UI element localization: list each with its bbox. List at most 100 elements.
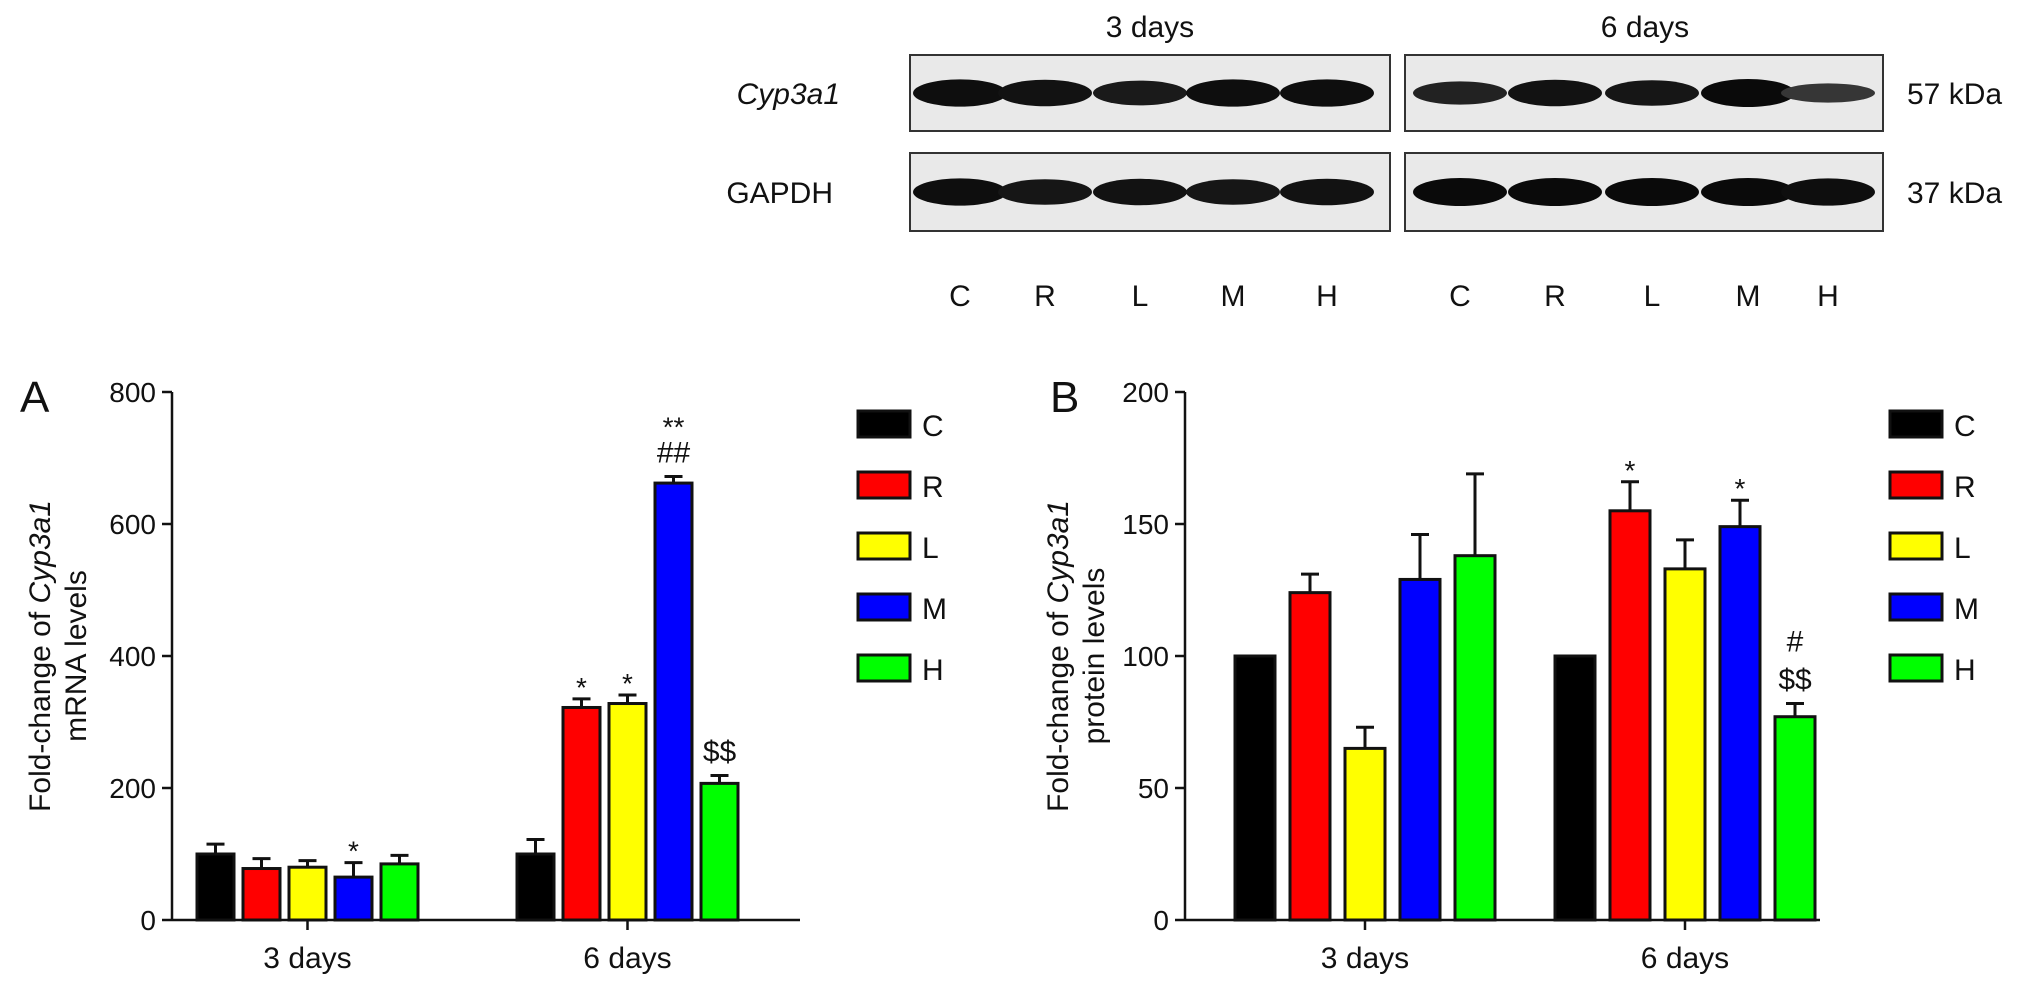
blot-band bbox=[998, 79, 1092, 107]
bar bbox=[333, 875, 374, 922]
blot-band bbox=[1781, 178, 1875, 206]
bar bbox=[515, 852, 556, 922]
y-tick-label: 100 bbox=[1122, 641, 1169, 672]
blot-band bbox=[1280, 178, 1374, 206]
y-tick-label: 0 bbox=[1153, 905, 1169, 936]
legend-label: H bbox=[922, 654, 944, 687]
bar bbox=[1553, 654, 1597, 922]
legend-label: M bbox=[922, 593, 947, 626]
bar bbox=[699, 781, 740, 922]
panel-letter: A bbox=[20, 373, 50, 422]
legend-label: L bbox=[922, 532, 939, 565]
blot-lane-label: L bbox=[1132, 280, 1149, 313]
bar bbox=[379, 862, 420, 922]
blot-band bbox=[1186, 79, 1280, 107]
blot-band bbox=[1413, 178, 1507, 206]
significance-marker: * bbox=[1735, 473, 1746, 504]
legend-label: C bbox=[922, 410, 944, 443]
bar-chart-b: B 0 50 100 150 200 Fold-change of Cyp3a1protei… bbox=[1042, 373, 1979, 975]
blot-kda-label: 57 kDa bbox=[1907, 78, 2002, 111]
bar bbox=[561, 705, 602, 922]
bar bbox=[1663, 567, 1707, 922]
legend-swatch bbox=[856, 531, 912, 561]
significance-marker: * bbox=[622, 668, 633, 699]
significance-marker: * bbox=[1625, 455, 1636, 486]
significance-marker: ** bbox=[663, 411, 685, 442]
bar bbox=[1608, 509, 1652, 922]
blot-band bbox=[1701, 79, 1795, 107]
bar bbox=[1233, 654, 1277, 922]
bar bbox=[1288, 591, 1332, 922]
blot-group-label: 6 days bbox=[1601, 11, 1689, 44]
y-tick-label: 150 bbox=[1122, 509, 1169, 540]
blot-band bbox=[913, 79, 1007, 107]
x-tick-label: 3 days bbox=[263, 942, 351, 975]
blot-band bbox=[1781, 83, 1875, 103]
blot-band bbox=[1701, 178, 1795, 206]
blot-band bbox=[1093, 178, 1187, 206]
y-tick-label: 0 bbox=[140, 905, 156, 936]
blot-band bbox=[1280, 79, 1374, 107]
y-axis-label-line2: protein levels bbox=[1078, 568, 1111, 745]
legend-swatch bbox=[856, 409, 912, 439]
bar bbox=[653, 481, 694, 922]
legend-swatch bbox=[856, 653, 912, 683]
legend-swatch bbox=[856, 470, 912, 500]
significance-marker: * bbox=[348, 836, 359, 867]
blot-band bbox=[1605, 80, 1699, 106]
bar-chart-a: A 0 200 400 600 800 Fold-change of Cyp3a1mRNA … bbox=[20, 373, 947, 975]
legend-swatch bbox=[1888, 470, 1944, 500]
blot-band bbox=[1186, 179, 1280, 205]
blot-row-label: GAPDH bbox=[726, 177, 833, 210]
bar bbox=[1773, 715, 1817, 922]
y-tick-label: 200 bbox=[1122, 377, 1169, 408]
bar bbox=[195, 852, 236, 922]
x-tick-label: 3 days bbox=[1321, 942, 1409, 975]
y-axis-label: Fold-change of Cyp3a1 bbox=[24, 500, 57, 812]
blot-band bbox=[1508, 79, 1602, 107]
blot-band bbox=[1413, 81, 1507, 105]
y-tick-label: 200 bbox=[109, 773, 156, 804]
blot-lane-label: C bbox=[949, 280, 971, 313]
blot-lane-label: C bbox=[1449, 280, 1471, 313]
bar bbox=[287, 865, 328, 922]
y-tick-label: 800 bbox=[109, 377, 156, 408]
significance-marker: $$ bbox=[703, 735, 737, 768]
blot-lane-label: M bbox=[1736, 280, 1761, 313]
bar bbox=[1343, 746, 1387, 922]
y-tick-label: 600 bbox=[109, 509, 156, 540]
blot-band bbox=[1093, 80, 1187, 106]
blot-lane-label: M bbox=[1221, 280, 1246, 313]
blot-kda-label: 37 kDa bbox=[1907, 177, 2002, 210]
bar bbox=[607, 702, 648, 922]
legend-label: C bbox=[1954, 410, 1976, 443]
bar bbox=[1453, 554, 1497, 922]
bar bbox=[1718, 525, 1762, 922]
significance-marker: # bbox=[1787, 626, 1804, 659]
y-tick-label: 400 bbox=[109, 641, 156, 672]
blot-group-label: 3 days bbox=[1106, 11, 1194, 44]
legend-label: M bbox=[1954, 593, 1979, 626]
x-tick-label: 6 days bbox=[583, 942, 671, 975]
blot-lane-label: R bbox=[1034, 280, 1056, 313]
legend-swatch bbox=[856, 592, 912, 622]
blot-band bbox=[998, 179, 1092, 205]
bar bbox=[1398, 577, 1442, 922]
y-axis-label: Fold-change of Cyp3a1 bbox=[1042, 500, 1075, 812]
legend-label: R bbox=[1954, 471, 1976, 504]
significance-marker: * bbox=[576, 672, 587, 703]
legend-label: H bbox=[1954, 654, 1976, 687]
blot-lane-label: L bbox=[1644, 280, 1661, 313]
legend-swatch bbox=[1888, 653, 1944, 683]
legend-label: L bbox=[1954, 532, 1971, 565]
blot-lane-label: H bbox=[1316, 280, 1338, 313]
significance-marker: $$ bbox=[1778, 664, 1812, 697]
blot-lane-label: H bbox=[1817, 280, 1839, 313]
legend-label: R bbox=[922, 471, 944, 504]
blot-band bbox=[1605, 178, 1699, 206]
legend-swatch bbox=[1888, 409, 1944, 439]
blot-lane-label: R bbox=[1544, 280, 1566, 313]
y-tick-label: 50 bbox=[1138, 773, 1169, 804]
x-tick-label: 6 days bbox=[1641, 942, 1729, 975]
